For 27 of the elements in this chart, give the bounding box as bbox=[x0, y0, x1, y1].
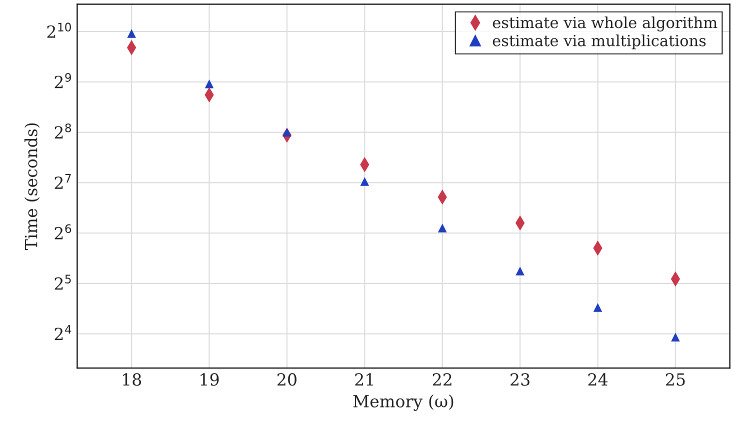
x-tick-label: 22 bbox=[432, 373, 452, 386]
x-tick-label: 25 bbox=[666, 373, 685, 386]
x-tick-label: 20 bbox=[277, 373, 296, 386]
point bbox=[204, 80, 214, 88]
y-tick-label: 2$^{6}$ bbox=[54, 224, 72, 240]
x-tick-label: 24 bbox=[588, 373, 608, 386]
point bbox=[282, 128, 292, 137]
x-axis-title: Memory (ω) bbox=[353, 394, 454, 411]
x-tick-label: 19 bbox=[200, 373, 219, 386]
point bbox=[360, 177, 370, 186]
point bbox=[593, 303, 602, 312]
y-tick-label: 2$^{9}$ bbox=[54, 73, 72, 88]
legend-label: estimate via multiplications bbox=[492, 34, 706, 50]
point bbox=[671, 332, 680, 342]
y-axis-title: Time (seconds) bbox=[24, 123, 40, 250]
x-tick-label: 21 bbox=[355, 373, 373, 386]
point bbox=[438, 224, 447, 232]
y-tick-label: 2$^{8}$ bbox=[54, 123, 72, 138]
y-tick-label: 2$^{7}$ bbox=[54, 174, 71, 189]
y-tick-label: 2$^{5}$ bbox=[54, 274, 71, 290]
point bbox=[127, 29, 136, 38]
point bbox=[516, 266, 524, 276]
y-tick-label: 2$^{10}$ bbox=[47, 22, 71, 38]
x-tick-label: 18 bbox=[122, 373, 142, 386]
x-tick-label: 23 bbox=[510, 373, 530, 386]
legend-label: estimate via whole algorithm bbox=[492, 16, 718, 32]
y-tick-label: 2$^{4}$ bbox=[54, 325, 72, 340]
